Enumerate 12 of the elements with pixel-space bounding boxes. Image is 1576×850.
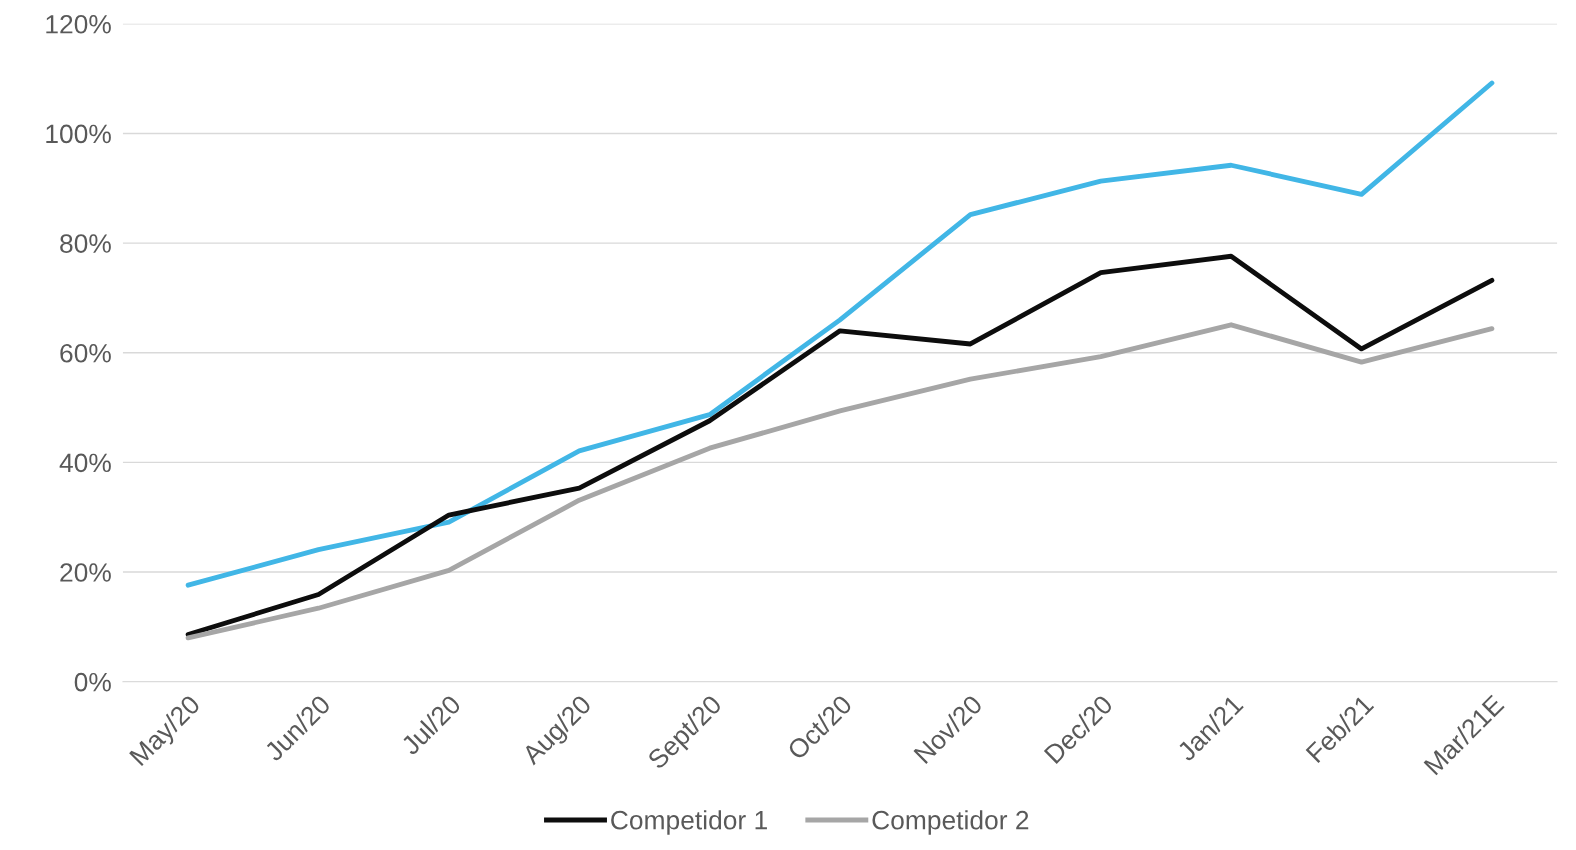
y-tick-label: 100% <box>46 124 111 144</box>
y-tick-label: 80% <box>60 234 111 253</box>
y-tick-label: 0% <box>74 672 111 692</box>
y-tick-label: 120% <box>46 14 111 34</box>
legend-label: Competidor 1 <box>611 810 767 835</box>
y-tick-label: 60% <box>60 343 111 363</box>
line-series <box>185 80 1495 588</box>
y-tick-label: 40% <box>59 453 111 473</box>
line-series <box>185 253 1495 637</box>
y-tick-label: 20% <box>60 563 111 582</box>
line-series <box>185 322 1495 641</box>
legend-label: Competidor 2 <box>872 810 1029 835</box>
